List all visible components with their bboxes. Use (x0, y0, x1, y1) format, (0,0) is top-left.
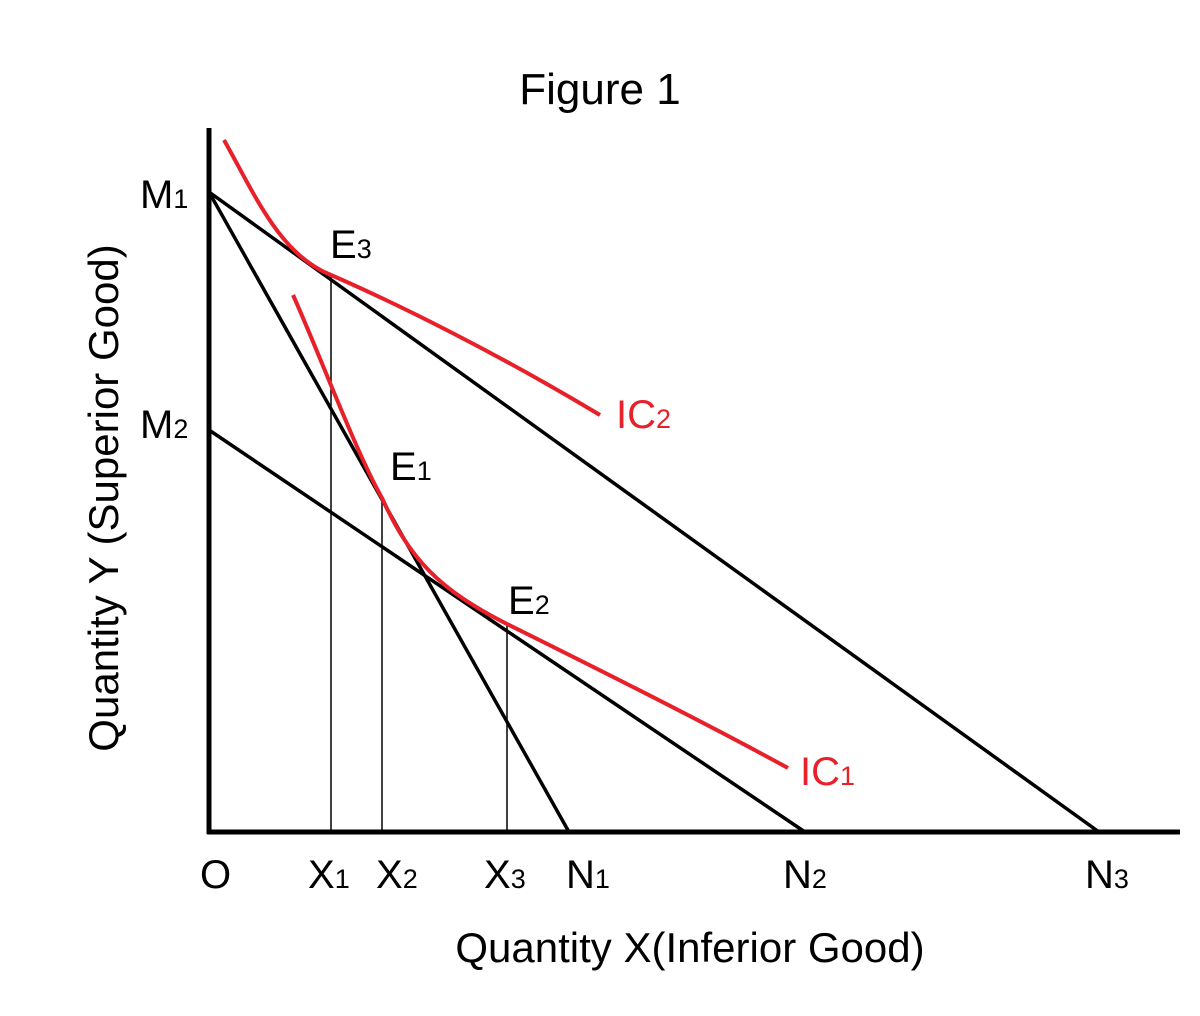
label-n3: N3 (1085, 853, 1129, 897)
label-n1: N1 (566, 853, 610, 897)
label-origin: O (200, 853, 231, 897)
label-ic1: IC1 (800, 750, 855, 794)
label-e2: E2 (508, 579, 550, 623)
label-x1: X1 (308, 853, 350, 897)
label-m2: M2 (140, 403, 188, 447)
indifference-curve-ic2 (222, 139, 602, 417)
figure-title: Figure 1 (519, 65, 680, 114)
label-e1: E1 (390, 445, 432, 489)
x-axis-label: Quantity X(Inferior Good) (455, 924, 924, 971)
budget-line-m1-n3 (207, 190, 1101, 834)
label-x2: X2 (376, 853, 418, 897)
label-x3: X3 (484, 853, 526, 897)
label-m1: M1 (140, 173, 188, 217)
y-axis-label: Quantity Y (Superior Good) (80, 244, 127, 751)
label-e3: E3 (330, 223, 372, 267)
indifference-curve-ic1 (291, 294, 789, 770)
label-n2: N2 (783, 853, 827, 897)
label-ic2: IC2 (616, 393, 671, 437)
